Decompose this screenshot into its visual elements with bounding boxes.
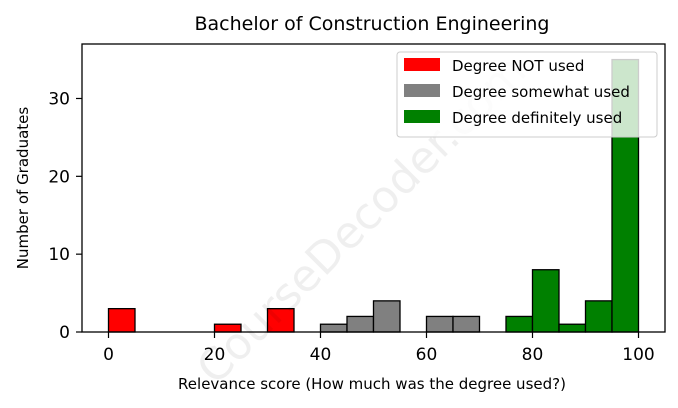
x-tick-label: 0 [103, 345, 114, 365]
x-tick-label: 40 [310, 345, 332, 365]
x-tick-label: 20 [204, 345, 226, 365]
bar [107, 307, 136, 333]
y-tick-label: 10 [48, 245, 70, 265]
plot-frame [81, 43, 666, 333]
bars-group [107, 58, 640, 333]
legend-box [396, 51, 658, 138]
bar [372, 300, 401, 333]
bar [531, 269, 560, 333]
legend-swatch [404, 110, 440, 123]
legend-label: Degree NOT used [452, 57, 584, 75]
x-tick-label: 100 [622, 345, 654, 365]
x-axis-ticks: 0 20 40 60 80 100 [103, 332, 655, 365]
bar [425, 315, 454, 333]
bar [452, 315, 481, 333]
x-tick-label: 60 [416, 345, 438, 365]
y-axis-ticks: 0 10 20 30 [48, 89, 82, 343]
bar [505, 315, 534, 333]
legend-swatch [404, 84, 440, 97]
legend: Degree NOT used Degree somewhat used Degre… [396, 51, 658, 138]
bar [558, 323, 587, 333]
x-axis-label: Relevance score (How much was the degree… [178, 375, 566, 393]
x-tick-label: 80 [522, 345, 544, 365]
bar [346, 315, 375, 333]
y-tick-label: 20 [48, 167, 70, 187]
legend-label: Degree definitely used [452, 109, 622, 127]
y-tick-label: 30 [48, 89, 70, 109]
y-axis-label: Number of Graduates [14, 107, 32, 270]
bar [584, 300, 613, 333]
legend-label: Degree somewhat used [452, 83, 630, 101]
chart-title: Bachelor of Construction Engineering [195, 13, 550, 35]
bar [319, 323, 348, 333]
y-tick-label: 0 [59, 323, 70, 343]
legend-swatch [404, 58, 440, 71]
